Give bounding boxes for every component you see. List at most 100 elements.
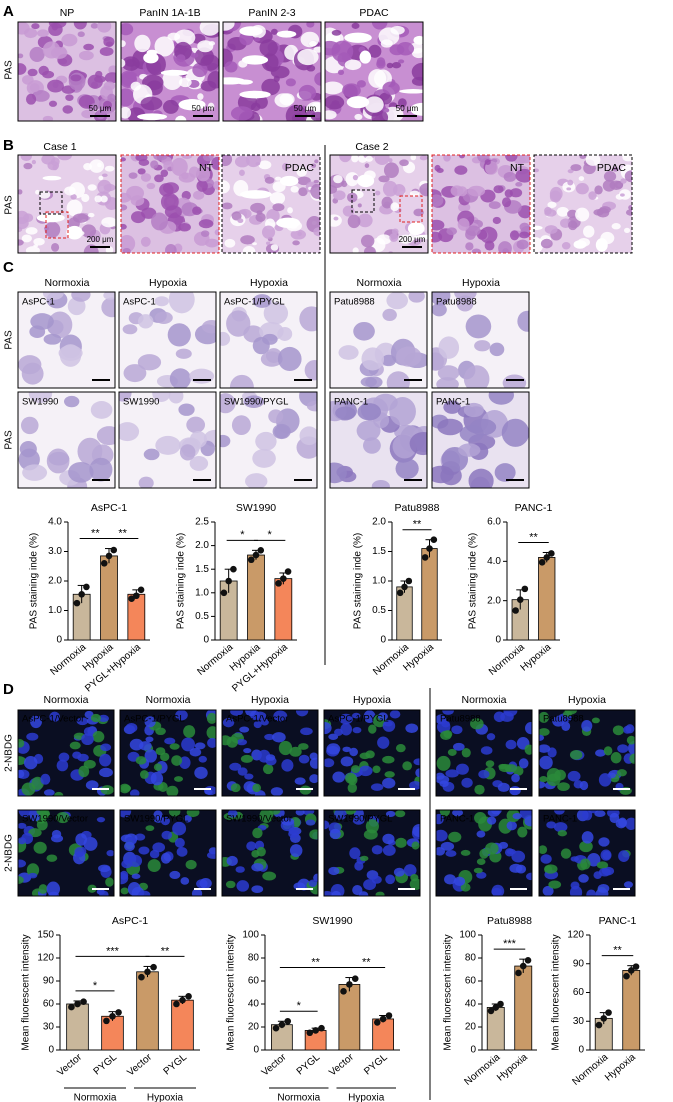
tissue-blob — [382, 180, 398, 197]
tissue-blob — [510, 789, 519, 796]
tissue-blob — [268, 409, 284, 424]
tissue-blob — [140, 96, 163, 111]
tissue-blob — [137, 314, 154, 329]
row-label: PAS — [4, 195, 15, 215]
tissue-blob — [333, 174, 343, 184]
tissue-blob — [525, 722, 532, 735]
tissue-blob — [260, 718, 269, 726]
tissue-blob — [123, 364, 147, 383]
tissue-blob — [18, 189, 23, 195]
tissue-blob — [593, 209, 604, 216]
tissue-blob — [21, 234, 32, 243]
tissue-blob — [186, 810, 200, 818]
tissue-blob — [376, 234, 392, 245]
tissue-blob — [474, 784, 485, 795]
tissue-blob — [491, 884, 505, 896]
y-tick-label: 0 — [470, 1045, 476, 1056]
tissue-blob — [56, 811, 70, 824]
tissue-blob — [463, 402, 484, 418]
tissue-blob — [50, 46, 68, 59]
tissue-blob — [211, 156, 219, 171]
tissue-blob — [372, 765, 381, 774]
tissue-blob — [343, 810, 357, 815]
tissue-blob — [628, 204, 632, 211]
zoom-label: PDAC — [597, 162, 627, 174]
tissue-blob — [625, 817, 635, 831]
tissue-blob — [98, 175, 104, 181]
image-border — [221, 809, 319, 897]
tissue-blob — [432, 302, 447, 317]
tissue-blob — [353, 321, 375, 341]
image-border — [17, 154, 117, 254]
tissue-blob — [314, 159, 319, 164]
lumen — [357, 174, 375, 188]
tissue-blob — [226, 310, 251, 337]
tissue-blob — [603, 171, 617, 182]
micrograph — [330, 155, 428, 253]
column-header: PanIN 1A-1B — [139, 7, 200, 19]
significance-label: ** — [311, 956, 320, 968]
tissue-blob — [222, 180, 230, 194]
column-header: Normoxia — [146, 694, 191, 706]
tissue-blob — [245, 473, 268, 488]
tissue-blob — [395, 810, 406, 818]
bar — [421, 548, 438, 641]
tissue-blob — [360, 234, 375, 248]
micrograph — [539, 710, 635, 796]
zoom-label: NT — [199, 162, 214, 174]
y-tick-label: 4.0 — [487, 556, 501, 567]
image-label: Patu8988 — [440, 714, 481, 725]
tissue-blob — [453, 876, 466, 886]
tissue-blob — [285, 78, 296, 87]
tissue-blob — [600, 849, 612, 861]
micrograph — [222, 155, 320, 253]
tissue-blob — [69, 741, 81, 750]
tissue-blob — [453, 742, 465, 751]
bar — [274, 578, 293, 641]
tissue-blob — [557, 830, 568, 837]
tissue-blob — [190, 52, 199, 58]
data-point — [600, 1015, 608, 1022]
tissue-blob — [622, 155, 632, 162]
tissue-blob — [471, 248, 481, 253]
tissue-blob — [153, 763, 163, 771]
tissue-blob — [207, 851, 216, 859]
micrograph — [324, 810, 420, 896]
tissue-blob — [399, 159, 409, 167]
y-tick-label: 60 — [573, 987, 585, 998]
tissue-blob — [519, 222, 530, 232]
column-header: NP — [60, 7, 75, 19]
tissue-blob — [335, 406, 356, 420]
tissue-blob — [488, 392, 514, 405]
tissue-blob — [458, 202, 471, 213]
y-axis-label: PAS staining inde (%) — [353, 533, 364, 630]
tissue-blob — [81, 224, 97, 238]
tissue-blob — [377, 736, 390, 749]
tissue-blob — [546, 773, 561, 787]
tissue-blob — [382, 755, 395, 764]
tissue-blob — [130, 195, 145, 206]
data-point — [115, 1009, 122, 1016]
tissue-blob — [26, 732, 39, 741]
tissue-blob — [502, 374, 527, 388]
tissue-blob — [107, 93, 116, 103]
micrograph — [119, 292, 216, 388]
tissue-blob — [432, 352, 444, 371]
tissue-blob — [432, 219, 445, 231]
data-point — [173, 1000, 180, 1008]
tissue-blob — [567, 179, 574, 186]
tissue-blob — [230, 783, 241, 793]
tissue-blob — [623, 227, 631, 233]
image-border — [323, 709, 421, 797]
tissue-blob — [168, 292, 195, 314]
tissue-blob — [524, 816, 532, 827]
tissue-blob — [58, 752, 70, 762]
x-tick-label: Normoxia — [571, 1052, 611, 1088]
tissue-blob — [470, 718, 484, 730]
tissue-blob — [504, 848, 515, 857]
data-point — [538, 559, 546, 566]
lumen — [276, 217, 301, 229]
tissue-blob — [338, 713, 353, 725]
tissue-blob — [78, 94, 95, 109]
y-tick-label: 2.5 — [195, 517, 209, 528]
